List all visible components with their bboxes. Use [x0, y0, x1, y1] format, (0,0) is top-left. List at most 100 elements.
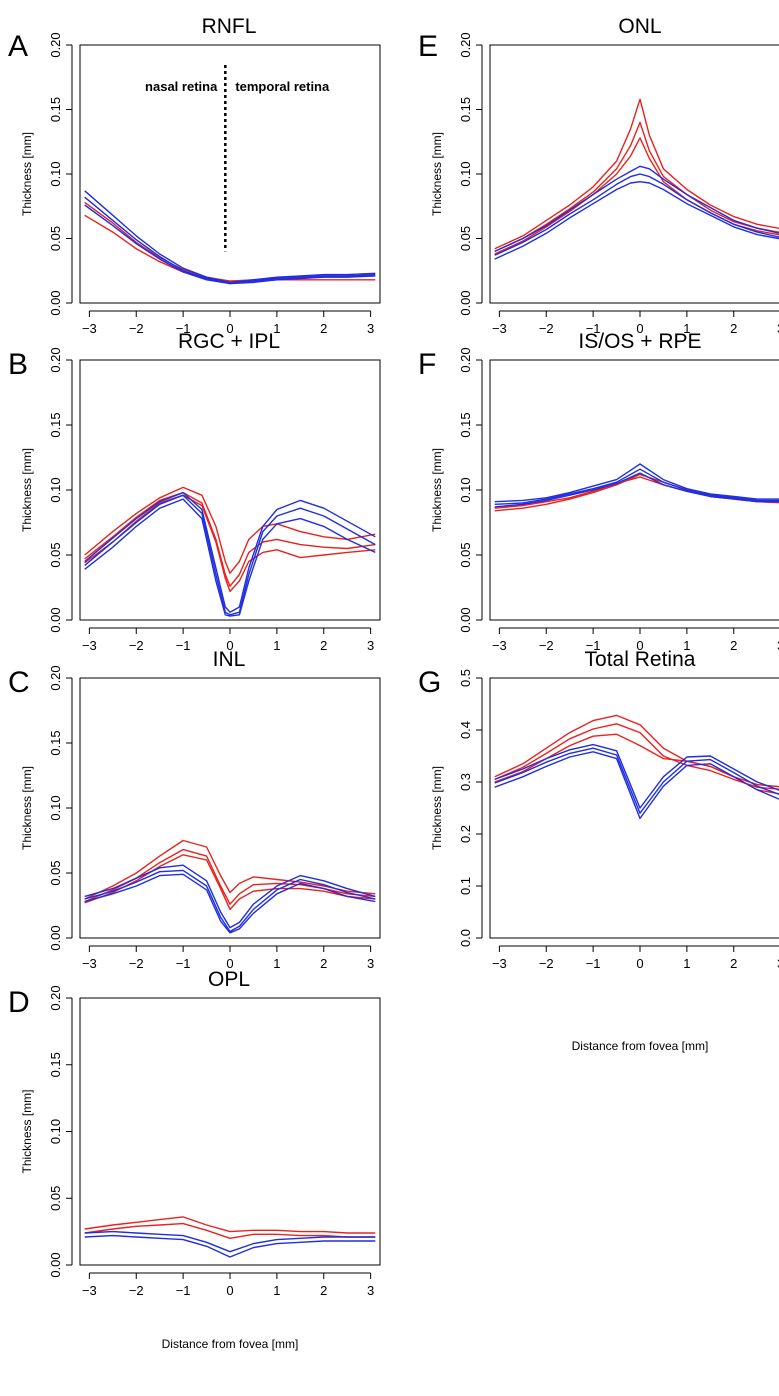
y-tick-label: 0.15 — [48, 730, 63, 755]
panel-letter: A — [8, 30, 28, 63]
x-tick-label: −3 — [82, 321, 97, 336]
plot-frame — [79, 677, 381, 939]
plot-frame — [79, 44, 381, 304]
y-tick-label: 0.00 — [48, 290, 63, 315]
y-tick-label: 0.20 — [48, 665, 63, 690]
x-tick-label: −2 — [129, 1283, 144, 1298]
series-line-blue-5 — [84, 204, 376, 285]
y-tick-label: 0.00 — [458, 607, 473, 632]
series-line-blue-3 — [84, 1230, 376, 1253]
x-axis-title: Distance from fovea [mm] — [162, 1337, 299, 1351]
panel-b: B RGC + IPL −3 −2 −1 0 1 2 3 0.00 0.05 0.10 0.15 0.20… — [8, 330, 381, 653]
y-tick-label: 0.00 — [458, 290, 473, 315]
panel-d: D OPL −3 −2 −1 0 1 2 3 0.00 0.05 0.10 0.15 0.20 Thickn… — [8, 968, 381, 1351]
x-tick-label: 1 — [683, 638, 690, 653]
panel-letter: C — [8, 666, 30, 699]
panel-letter: G — [418, 666, 441, 699]
x-tick-label: 3 — [777, 321, 779, 336]
panel-e: E ONL −3 −2 −1 0 1 2 3 0.00 0.05 0.10 0.15 0.20 Thickn… — [418, 15, 779, 336]
x-tick-label: −3 — [82, 638, 97, 653]
panel-title: IS/OS + RPE — [578, 330, 701, 353]
y-tick-label: 0.10 — [48, 795, 63, 820]
plot-frame — [489, 359, 779, 621]
y-tick-label: 0.10 — [458, 477, 473, 502]
y-tick-label: 0.0 — [458, 929, 473, 947]
series-line-blue-3 — [494, 463, 779, 503]
x-tick-label: 2 — [730, 638, 737, 653]
series-line-blue-6 — [84, 498, 376, 617]
panel-g: G Total Retina −3 −2 −1 0 1 2 3 0.0 0.1 0.2 0.3 0.4 0.… — [418, 648, 779, 1053]
y-tick-label: 0.20 — [458, 347, 473, 372]
y-tick-label: 0.10 — [458, 161, 473, 186]
series-line-red-3 — [494, 137, 779, 255]
x-tick-label: 0 — [636, 956, 643, 971]
x-tick-label: 0 — [636, 321, 643, 336]
series-line-red-1 — [494, 476, 779, 509]
series-line-red-2 — [84, 1222, 376, 1240]
y-tick-label: 0.20 — [458, 32, 473, 57]
y-tick-label: 0.05 — [48, 1186, 63, 1211]
x-tick-label: −2 — [539, 638, 554, 653]
y-axis-title: Thickness [mm] — [20, 1089, 34, 1173]
panel-letter: B — [8, 348, 28, 381]
x-tick-label: 1 — [683, 321, 690, 336]
panel-title: RGC + IPL — [178, 330, 280, 353]
y-tick-label: 0.05 — [48, 860, 63, 885]
series-line-blue-3 — [84, 190, 376, 284]
x-tick-label: 2 — [320, 321, 327, 336]
y-tick-label: 0.3 — [458, 773, 473, 791]
x-tick-label: 2 — [730, 321, 737, 336]
x-axis-title: Distance from fovea [mm] — [572, 1039, 709, 1053]
x-tick-label: −2 — [129, 321, 144, 336]
y-axis-title: Thickness [mm] — [20, 448, 34, 532]
x-tick-label: 3 — [367, 956, 374, 971]
x-tick-label: 3 — [367, 1283, 374, 1298]
plot-frame — [79, 359, 381, 621]
series-line-blue-5 — [84, 869, 376, 933]
series-line-blue-6 — [494, 751, 779, 820]
series-line-red-2 — [494, 121, 779, 253]
x-tick-label: 1 — [683, 956, 690, 971]
plot-frame — [489, 677, 779, 939]
x-tick-label: −1 — [176, 956, 191, 971]
x-tick-label: 0 — [226, 956, 233, 971]
y-tick-label: 0.20 — [48, 985, 63, 1010]
y-tick-label: 0.05 — [458, 542, 473, 567]
y-tick-label: 0.20 — [48, 32, 63, 57]
x-tick-label: 3 — [777, 956, 779, 971]
series-line-blue-4 — [494, 743, 779, 809]
panel-letter: F — [418, 348, 436, 381]
series-line-red-1 — [84, 839, 376, 900]
annotation-nasal: nasal retina — [145, 79, 218, 94]
series-line-red-3 — [494, 733, 779, 795]
plot-frame — [79, 997, 381, 1266]
panel-title: INL — [213, 648, 246, 671]
series-line-red-3 — [84, 854, 376, 911]
y-tick-label: 0.10 — [48, 161, 63, 186]
y-tick-label: 0.05 — [458, 226, 473, 251]
series-line-blue-6 — [494, 180, 779, 260]
y-axis-title: Thickness [mm] — [430, 132, 444, 216]
x-tick-label: −3 — [82, 956, 97, 971]
series-line-red-2 — [494, 723, 779, 790]
x-tick-label: −1 — [586, 638, 601, 653]
panel-letter: E — [418, 30, 438, 63]
x-tick-label: −1 — [176, 321, 191, 336]
y-tick-label: 0.2 — [458, 825, 473, 843]
series-line-blue-5 — [494, 173, 779, 256]
y-tick-label: 0.15 — [48, 412, 63, 437]
x-tick-label: 3 — [367, 638, 374, 653]
y-tick-label: 0.05 — [48, 226, 63, 251]
y-tick-label: 0.00 — [48, 1252, 63, 1277]
x-tick-label: −1 — [586, 321, 601, 336]
y-tick-label: 0.5 — [458, 669, 473, 687]
series-line-red-2 — [84, 201, 376, 282]
series-line-red-1 — [84, 486, 376, 574]
series-line-red-2 — [84, 491, 376, 587]
series-line-blue-4 — [84, 1234, 376, 1258]
panel-f: F IS/OS + RPE −3 −2 −1 0 1 2 3 0.00 0.05 0.10 0.15 0.… — [418, 330, 779, 653]
series-line-blue-5 — [84, 494, 376, 616]
y-tick-label: 0.15 — [48, 1052, 63, 1077]
series-line-blue-5 — [494, 747, 779, 814]
